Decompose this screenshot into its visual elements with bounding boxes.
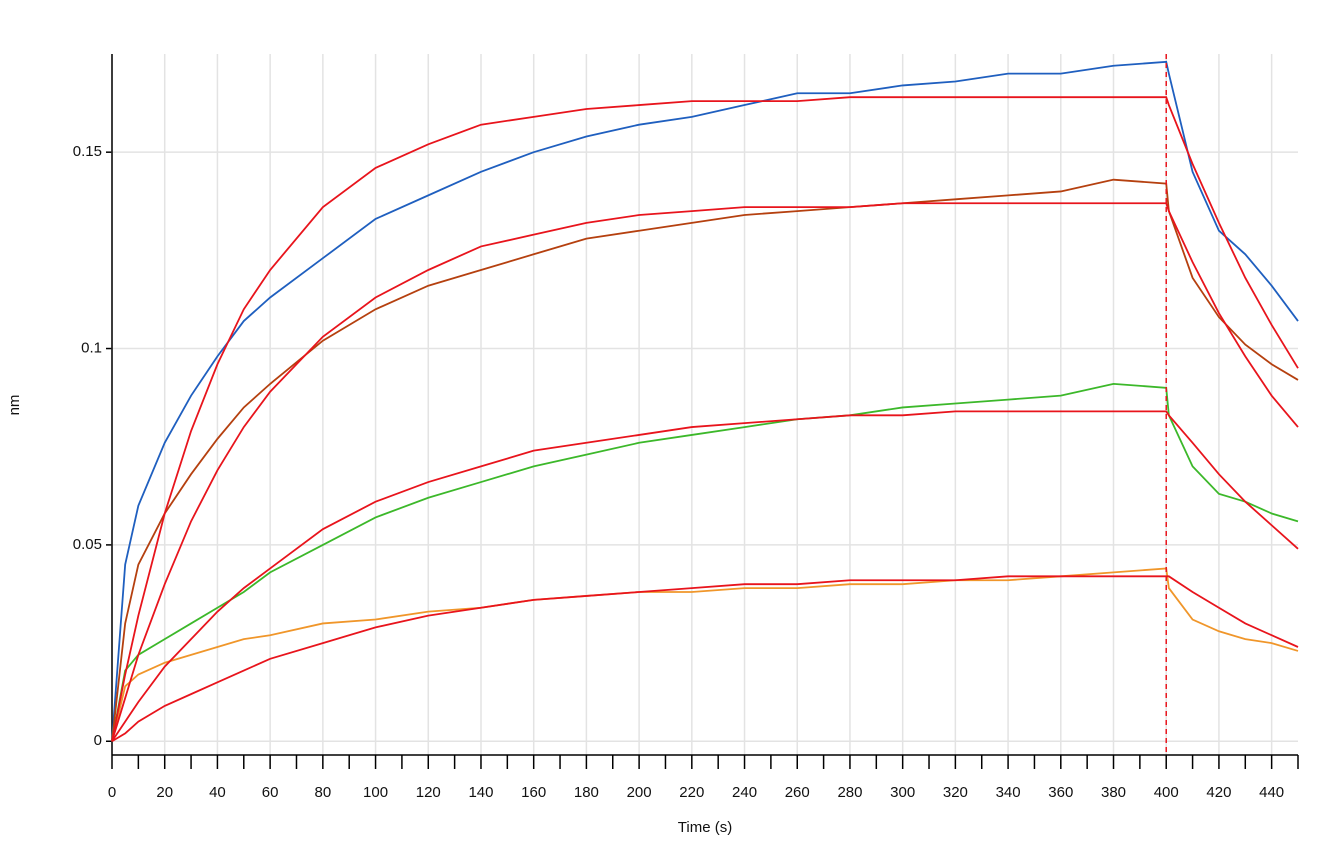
x-tick-label: 300 (890, 784, 915, 801)
x-tick-label: 220 (679, 784, 704, 801)
x-tick-label: 280 (837, 784, 862, 801)
x-tick-label: 440 (1259, 784, 1284, 801)
series-line (111, 410, 1299, 742)
series-line (111, 96, 1299, 742)
x-tick-label: 120 (416, 784, 441, 801)
x-tick-label: 160 (521, 784, 546, 801)
series-line (111, 567, 1299, 742)
series-line (111, 60, 1299, 742)
series-line (111, 382, 1299, 742)
x-tick-label: 60 (262, 784, 279, 801)
x-tick-label: 140 (468, 784, 493, 801)
y-axis-label: nm (6, 395, 23, 416)
x-tick-label: 80 (315, 784, 332, 801)
x-tick-label: 360 (1048, 784, 1073, 801)
series-line (111, 178, 1299, 742)
y-tick-label: 0 (94, 732, 102, 749)
x-tick-label: 320 (943, 784, 968, 801)
series-line (111, 575, 1299, 743)
series-line (111, 202, 1299, 742)
x-tick-label: 400 (1154, 784, 1179, 801)
y-tick-label: 0.1 (81, 340, 102, 357)
x-axis-label: Time (s) (678, 819, 732, 836)
x-tick-label: 420 (1206, 784, 1231, 801)
x-tick-label: 200 (627, 784, 652, 801)
x-tick-label: 240 (732, 784, 757, 801)
x-tick-label: 180 (574, 784, 599, 801)
y-tick-label: 0.05 (73, 536, 102, 553)
x-tick-label: 20 (156, 784, 173, 801)
x-tick-label: 40 (209, 784, 226, 801)
x-tick-label: 380 (1101, 784, 1126, 801)
x-tick-label: 100 (363, 784, 388, 801)
x-tick-label: 0 (108, 784, 116, 801)
y-tick-label: 0.15 (73, 143, 102, 160)
x-tick-label: 340 (996, 784, 1021, 801)
x-tick-label: 260 (785, 784, 810, 801)
